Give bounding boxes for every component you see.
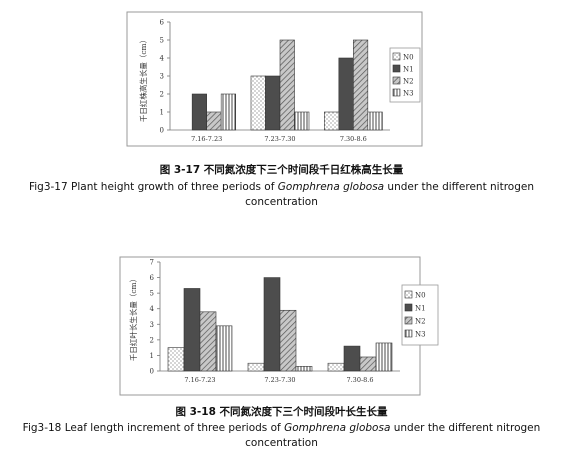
chart1-bar-n1-2 [265,75,281,131]
chart2-x-tick-label: 7.30-8.6 [346,376,373,384]
chart1-bar-n1-3 [338,57,354,131]
chart1-y-tick-label: 5 [160,37,164,45]
chart2-caption-en-species: Gomphrena globosa [284,422,391,434]
chart2-bar-n0-1 [167,347,185,372]
chart2-y-tick-label: 2 [150,336,154,344]
chart1-legend-item-n2: N2 [392,76,414,86]
chart2-legend-item-n1: N1 [404,303,426,313]
chart1-legend-label-n3: N3 [403,90,414,98]
chart1-bar-n2-1 [206,111,222,131]
chart2-bar-n1-1 [183,288,201,372]
chart2-y-tick-label: 6 [150,274,155,282]
chart1-bar-n3-1 [220,93,236,131]
chart1-y-label: 千日红株高生长量（cm） [138,36,148,122]
chart2-legend-label-n1: N1 [415,305,426,313]
chart1-bar-n0-3 [324,111,340,131]
chart2-bar-n1-2 [263,277,281,372]
chart2-bar-n2-3 [359,356,377,372]
chart2-legend-item-n0: N0 [404,290,426,300]
chart1-caption-cn: 图 3-17 不同氮浓度下三个时间段千日红株高生长量 [159,164,404,176]
chart1-bar-n3-3 [367,111,383,131]
chart2-caption-en-pre: Fig3-18 Leaf length increment of three p… [22,422,285,434]
chart2-bar-n3-2 [295,366,313,372]
chart2-bar-n0-3 [327,362,345,372]
chart2-y-tick-label: 5 [150,290,154,298]
chart1-caption-en-post: under the different nitrogen [384,181,535,193]
chart1-x-tick-label: 7.23-7.30 [264,135,295,143]
chart2-x-tick-label: 7.16-7.23 [184,376,215,384]
chart1-legend-item-n3: N3 [392,88,414,98]
chart2-legend-item-n2: N2 [404,316,426,326]
chart1-bar-n0-2 [250,75,266,131]
chart1-bar-n2-2 [279,39,295,131]
chart1-legend-label-n1: N1 [403,66,414,74]
chart2-legend-label-n2: N2 [415,318,426,326]
chart1-y-tick-label: 1 [160,109,164,117]
chart1-caption-en-pre: Fig3-17 Plant height growth of three per… [28,181,278,193]
chart2-caption-cn: 图 3-18 不同氮浓度下三个时间段叶长生长量 [175,406,388,418]
chart2-legend-label-n3: N3 [415,331,426,339]
chart2-y-tick-label: 0 [150,368,154,376]
chart1-y-tick-label: 6 [160,19,165,27]
chart1-legend-item-n1: N1 [392,64,414,74]
chart1-frame [126,11,423,147]
chart1-x-tick-label: 7.30-8.6 [340,135,367,143]
chart2-bar-n2-2 [279,309,297,372]
chart2-caption-en-post: under the different nitrogen [390,422,541,434]
chart2-y-tick-label: 7 [150,259,154,267]
chart1-y-tick-label: 4 [160,55,165,63]
chart1-y-tick-label: 3 [160,73,164,81]
chart1-caption-en: Fig3-17 Plant height growth of three per… [0,180,563,210]
chart2-x-tick-label: 7.23-7.30 [264,376,295,384]
chart2-y-tick-label: 3 [150,321,154,329]
chart1-legend-label-n0: N0 [403,54,414,62]
chart2-legend-item-n3: N3 [404,329,426,339]
chart1-caption-en-line2: concentration [245,196,318,208]
chart2-caption-en: Fig3-18 Leaf length increment of three p… [0,421,563,451]
chart1-y-tick-label: 2 [160,91,164,99]
chart1-legend-label-n2: N2 [403,78,414,86]
chart2-bar-n3-1 [215,325,233,372]
chart1-bar-n3-2 [294,111,310,131]
chart1-bar-n2-3 [353,39,369,131]
chart2-bar-n0-2 [247,362,265,372]
chart1-caption-en-species: Gomphrena globosa [277,181,385,193]
chart1-bar-n1-1 [191,93,207,131]
chart2-bar-n2-1 [199,311,217,372]
chart2-legend-label-n0: N0 [415,292,426,300]
chart1-y-tick-label: 0 [160,127,164,135]
chart2-y-label: 千日红叶长生长量（cm） [128,275,138,361]
chart1-x-tick-label: 7.16-7.23 [191,135,222,143]
chart2-caption-en-line2: concentration [245,437,318,449]
chart2-bar-n1-3 [343,345,361,372]
chart2-y-tick-label: 1 [150,352,154,360]
chart2-y-tick-label: 4 [150,305,155,313]
chart2-bar-n3-3 [375,342,393,372]
chart1-legend-item-n0: N0 [392,52,414,62]
